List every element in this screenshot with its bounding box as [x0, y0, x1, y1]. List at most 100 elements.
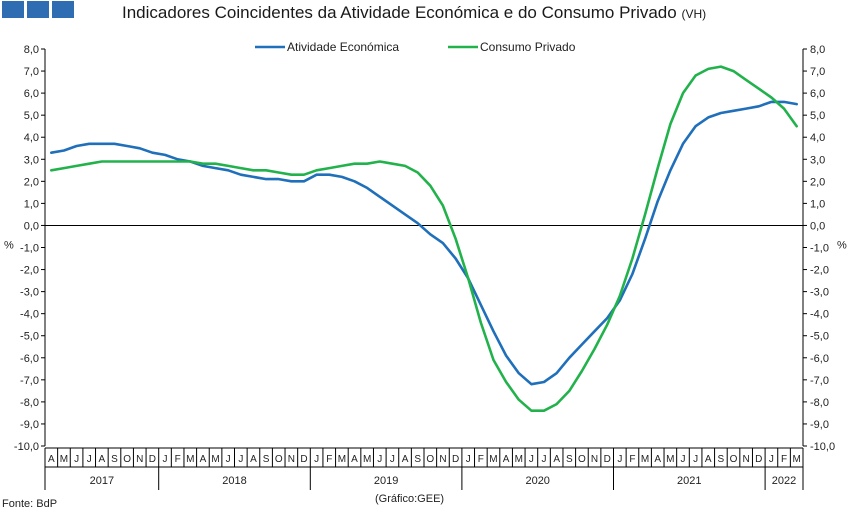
month-label: J	[529, 454, 534, 465]
year-label: 2019	[374, 475, 398, 487]
y-axis-unit-right: %	[837, 239, 847, 251]
month-label: J	[87, 454, 92, 465]
month-label: A	[402, 454, 409, 465]
year-label: 2022	[772, 475, 796, 487]
y-tick-label-left: 5,0	[24, 110, 39, 122]
series-line-atividade	[49, 100, 799, 386]
month-label: A	[705, 454, 712, 465]
month-label: J	[74, 454, 79, 465]
y-tick-label-left: -6,0	[20, 353, 39, 365]
month-label: N	[288, 454, 295, 465]
month-label: M	[641, 454, 649, 465]
y-tick-label-left: -3,0	[20, 287, 39, 299]
month-label: M	[363, 454, 371, 465]
month-label: S	[111, 454, 118, 465]
month-label: A	[553, 454, 560, 465]
month-label: M	[793, 454, 801, 465]
month-label: D	[149, 454, 156, 465]
y-tick-label-left: -4,0	[20, 309, 39, 321]
month-label: S	[566, 454, 573, 465]
month-label: F	[326, 454, 332, 465]
month-label: D	[300, 454, 307, 465]
month-label: J	[377, 454, 382, 465]
year-label: 2018	[222, 475, 246, 487]
series-line-consumo	[49, 65, 799, 413]
month-label: D	[604, 454, 611, 465]
month-label: D	[755, 454, 762, 465]
month-label: M	[515, 454, 523, 465]
month-label: J	[390, 454, 395, 465]
month-label: M	[60, 454, 68, 465]
month-label: A	[48, 454, 55, 465]
y-tick-label-left: 8,0	[24, 44, 39, 56]
month-label: A	[200, 454, 207, 465]
y-tick-label-left: -8,0	[20, 397, 39, 409]
chart-title-main: Indicadores Coincidentes da Atividade Ec…	[122, 3, 677, 22]
month-label: A	[99, 454, 106, 465]
month-label: O	[426, 454, 434, 465]
month-label: S	[414, 454, 421, 465]
legend-label: Atividade Económica	[287, 40, 399, 54]
month-label: J	[542, 454, 547, 465]
chart-title-suffix: (VH)	[681, 7, 707, 21]
chart-series	[49, 65, 799, 413]
year-label: 2020	[525, 475, 549, 487]
month-label: M	[186, 454, 194, 465]
chart-title: Indicadores Coincidentes da Atividade Ec…	[122, 3, 706, 23]
y-tick-label-right: -3,0	[810, 287, 829, 299]
y-tick-label-left: 0,0	[24, 220, 39, 232]
month-label: S	[263, 454, 270, 465]
month-label: O	[730, 454, 738, 465]
y-axis-unit-left: %	[4, 239, 14, 251]
month-label: M	[211, 454, 219, 465]
y-tick-label-left: -2,0	[20, 265, 39, 277]
month-label: J	[617, 454, 622, 465]
y-tick-label-right: -8,0	[810, 397, 829, 409]
y-tick-label-left: 7,0	[24, 66, 39, 78]
y-tick-label-right: -2,0	[810, 265, 829, 277]
y-tick-label-right: -7,0	[810, 375, 829, 387]
credit-note: (Gráfico:GEE)	[375, 493, 445, 505]
logo-block	[52, 1, 74, 18]
month-label: A	[654, 454, 661, 465]
month-label: O	[123, 454, 131, 465]
month-label: N	[439, 454, 446, 465]
month-label: J	[680, 454, 685, 465]
month-label: M	[489, 454, 497, 465]
month-label: S	[718, 454, 725, 465]
y-tick-label-left: 2,0	[24, 176, 39, 188]
month-label: D	[452, 454, 459, 465]
month-label: J	[466, 454, 471, 465]
y-tick-label-right: 0,0	[810, 220, 825, 232]
y-tick-label-right: -6,0	[810, 353, 829, 365]
y-tick-label-right: 6,0	[810, 88, 825, 100]
month-label: M	[666, 454, 674, 465]
month-label: F	[175, 454, 181, 465]
year-label: 2021	[677, 475, 701, 487]
y-tick-label-right: 8,0	[810, 44, 825, 56]
month-label: M	[338, 454, 346, 465]
month-label: O	[578, 454, 586, 465]
month-label: J	[693, 454, 698, 465]
month-label: A	[503, 454, 510, 465]
month-label: N	[743, 454, 750, 465]
y-tick-label-right: -9,0	[810, 419, 829, 431]
month-label: A	[351, 454, 358, 465]
month-label: J	[226, 454, 231, 465]
logo-block	[2, 1, 24, 18]
month-label: O	[275, 454, 283, 465]
y-tick-label-left: -5,0	[20, 331, 39, 343]
month-label: N	[591, 454, 598, 465]
y-tick-label-left: -1,0	[20, 243, 39, 255]
month-label: F	[478, 454, 484, 465]
y-tick-label-left: -10,0	[14, 441, 39, 453]
legend-label: Consumo Privado	[480, 40, 576, 54]
y-tick-label-right: 7,0	[810, 66, 825, 78]
y-tick-label-left: -7,0	[20, 375, 39, 387]
month-label: J	[163, 454, 168, 465]
y-tick-label-left: 6,0	[24, 88, 39, 100]
y-tick-label-left: 3,0	[24, 154, 39, 166]
month-label: A	[250, 454, 257, 465]
y-tick-label-right: -1,0	[810, 243, 829, 255]
